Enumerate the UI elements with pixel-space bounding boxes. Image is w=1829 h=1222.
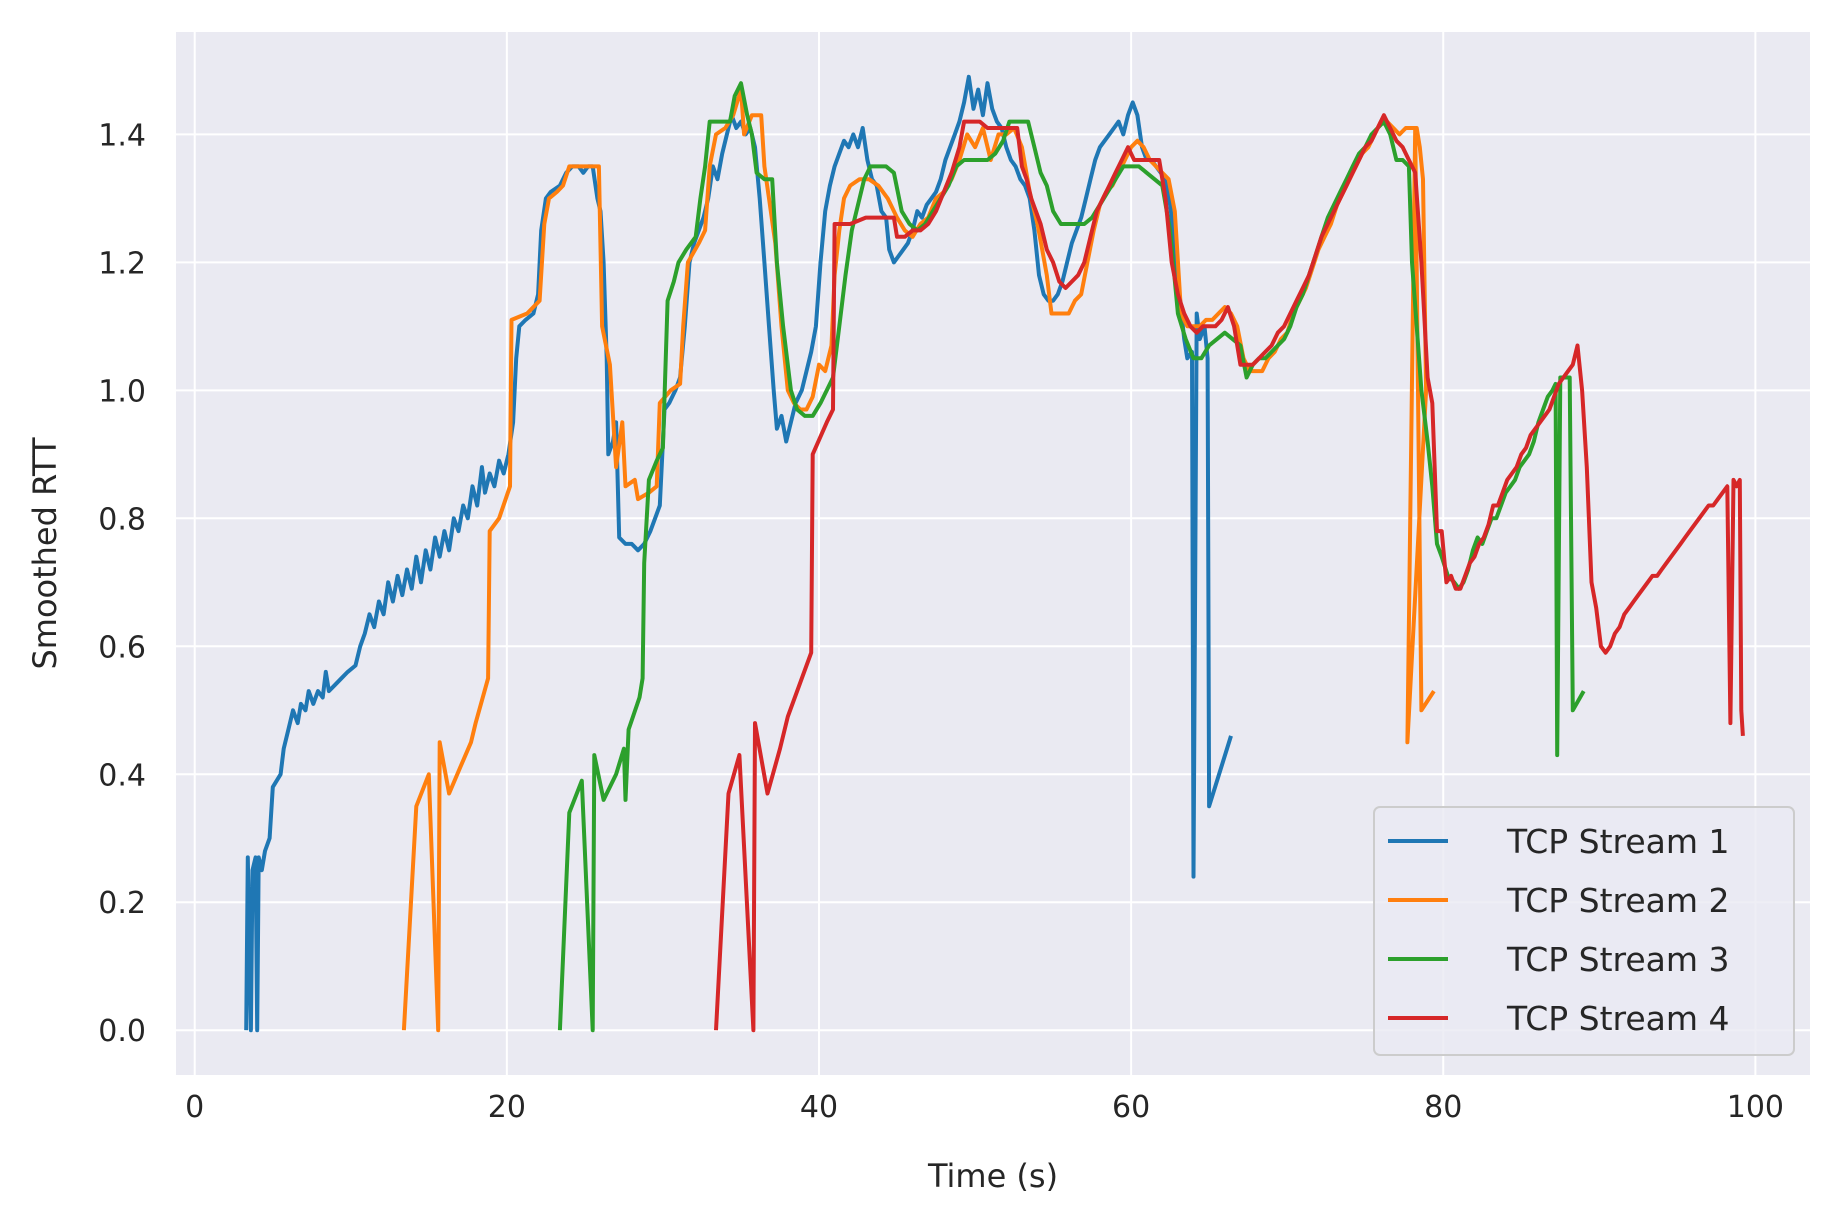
y-tick-label: 0.8 [98,502,146,537]
legend-entry-label: TCP Stream 3 [1506,940,1730,979]
y-tick-label: 0.4 [98,758,146,793]
x-tick-label: 20 [488,1090,526,1125]
legend-entry-label: TCP Stream 2 [1506,881,1730,920]
series-lines [244,74,1745,1033]
legend: TCP Stream 1 TCP Stream 2 TCP Stream 3 TCP … [1373,806,1795,1056]
series-line-stream-4 [714,113,1745,1033]
x-tick-label: 0 [185,1090,204,1125]
x-axis-ticks: 0 20 40 60 80 100 [185,1090,1784,1125]
legend-box [1373,806,1795,1056]
legend-entry-label: TCP Stream 4 [1506,999,1730,1038]
grid-lines [176,32,1810,1075]
legend-entry-label: TCP Stream 1 [1506,822,1730,861]
y-tick-label: 1.2 [98,246,146,281]
x-tick-label: 60 [1112,1090,1150,1125]
x-axis-label: Time (s) [927,1157,1058,1195]
y-axis-label: Smoothed RTT [26,437,64,670]
y-tick-label: 1.0 [98,374,146,409]
y-tick-label: 0.6 [98,630,146,665]
x-tick-label: 40 [800,1090,838,1125]
y-tick-label: 0.0 [98,1014,146,1049]
y-tick-label: 0.2 [98,886,146,921]
y-tick-label: 1.4 [98,118,146,153]
x-tick-label: 80 [1424,1090,1462,1125]
y-axis-ticks: 0.0 0.2 0.4 0.6 0.8 1.0 1.2 1.4 [98,118,146,1049]
x-tick-label: 100 [1727,1090,1784,1125]
